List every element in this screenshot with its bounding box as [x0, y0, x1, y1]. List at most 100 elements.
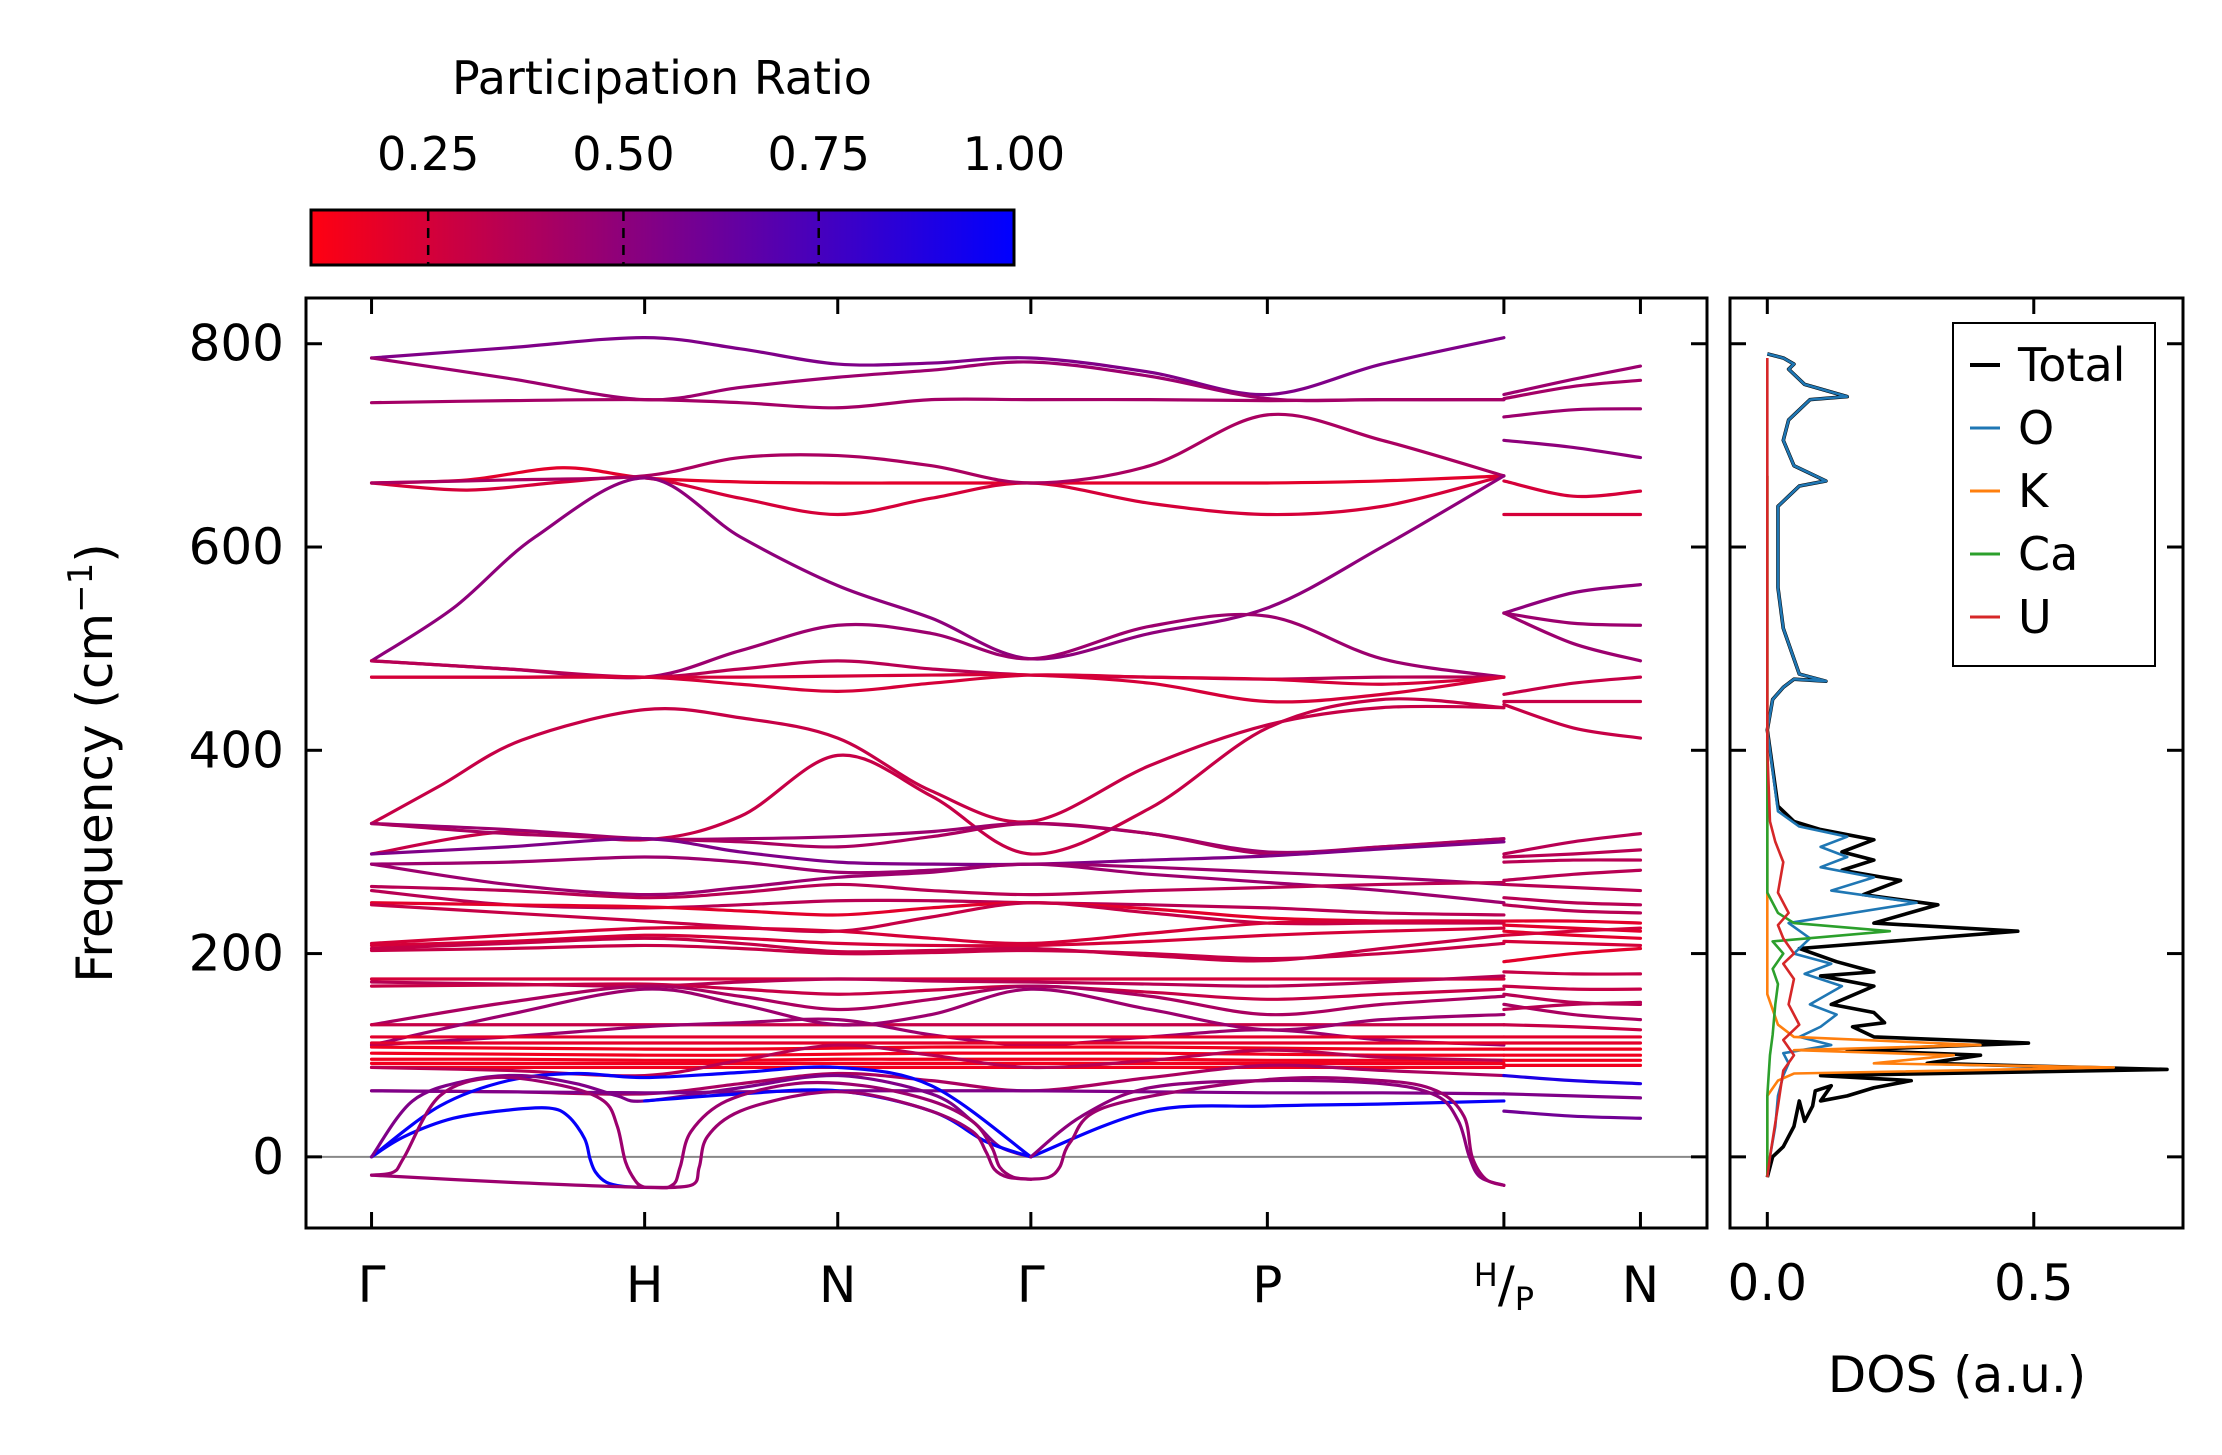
phonon-branch — [1502, 1092, 1643, 1100]
legend: Total OK Ca U — [1952, 322, 2156, 667]
y-axis-label-text: Frequency (cm — [66, 613, 124, 983]
legend-label: O — [2018, 401, 2054, 455]
colorbar-tick-label: 0.50 — [572, 127, 674, 181]
phonon-branch — [369, 397, 1506, 410]
phonon-branch — [1029, 1075, 1506, 1187]
phonon-branch — [1502, 848, 1643, 859]
phonon-branch — [1502, 407, 1643, 419]
x-axis-ticks: Γ H N Γ P H/P N — [358, 298, 1659, 1318]
dos-curves — [1765, 352, 2169, 1178]
legend-label: K — [2018, 464, 2050, 518]
colorbar-label: Participation Ratio — [452, 51, 872, 105]
phonon-branch — [369, 1106, 647, 1189]
phonon-branch — [1502, 378, 1643, 401]
y-tick-label: 800 — [189, 315, 284, 373]
legend-label: U — [2018, 590, 2052, 644]
phonon-branch — [369, 821, 1506, 856]
legend-label: Ca — [2018, 527, 2078, 581]
phonon-branch — [643, 1090, 1033, 1190]
x-tick-label: Γ — [358, 1256, 386, 1314]
y-tick-label: 600 — [189, 518, 284, 576]
phonon-branch — [369, 901, 1506, 934]
dos-series-u — [1766, 357, 1801, 1178]
y-tick-label: 200 — [189, 925, 284, 983]
phonon-branch — [1502, 702, 1643, 740]
phonon-branch — [1502, 438, 1643, 460]
phonon-branch — [369, 1075, 647, 1189]
legend-label: Total — [2017, 338, 2125, 392]
colorbar-ticks — [426, 211, 820, 264]
phonon-branch — [369, 1045, 1506, 1051]
phonon-branch — [369, 1057, 1506, 1063]
phonon-branch — [369, 880, 1506, 900]
phonon-branch — [369, 336, 1506, 397]
phonon-branch — [369, 821, 1506, 855]
dos-y-ticks — [1730, 342, 2183, 1159]
phonon-branch — [1502, 882, 1643, 893]
y-axis-label: Frequency (cm−1) — [61, 543, 124, 983]
phonon-branch — [369, 984, 1506, 1027]
dos-x-ticks: 0.0 0.5 — [1728, 298, 2074, 1312]
dos-panel: 0.0 0.5 DOS (a.u.) Total OK Ca U — [1728, 296, 2185, 1404]
phonon-branch — [1502, 919, 1643, 925]
phonon-branch — [369, 982, 1506, 1001]
phonon-branch — [1029, 1099, 1506, 1159]
phonon-branch — [369, 659, 1506, 681]
colorbar: Participation Ratio 0.25 0.50 0.75 1.00 — [309, 51, 1065, 267]
phonon-branch — [1502, 984, 1643, 991]
colorbar-gradient — [309, 208, 1016, 267]
y-axis-ticks: 0 200 400 600 800 — [189, 315, 1707, 1186]
x-tick-label: H — [626, 1256, 664, 1314]
phonon-branch — [369, 888, 1506, 917]
main-panel-frame — [304, 296, 1709, 1230]
phonon-branch — [1502, 858, 1643, 864]
x-tick-label: N — [1622, 1256, 1659, 1314]
phonon-branch — [1029, 1078, 1506, 1187]
phonon-branch — [1502, 479, 1643, 499]
y-axis-label-superscript: −1 — [61, 563, 101, 613]
phonon-branch — [1502, 946, 1643, 964]
phonon-branch — [369, 412, 1506, 485]
phonon-branch — [369, 673, 1506, 693]
phonon-branch — [369, 704, 1506, 826]
phonon-branch — [369, 1080, 1033, 1190]
phonon-branch — [1502, 1073, 1643, 1086]
x-tick-label: N — [819, 1256, 856, 1314]
phonon-branches — [369, 336, 1643, 1190]
colorbar-tick-label: 1.00 — [963, 127, 1065, 181]
phonon-branch — [369, 941, 1506, 961]
phonon-branch — [1502, 1109, 1643, 1120]
colorbar-tick-labels: 0.25 0.50 0.75 1.00 — [377, 127, 1065, 181]
phonon-branch — [1502, 1000, 1643, 1012]
svg-text:Frequency (cm−1): Frequency (cm−1) — [61, 543, 124, 983]
phonon-branch — [369, 987, 1506, 1047]
dos-x-tick-label: 0.0 — [1728, 1254, 1808, 1312]
phonon-branch — [1502, 832, 1643, 856]
phonon-branch — [1502, 939, 1643, 948]
y-axis-label-close: ) — [66, 543, 124, 563]
phonon-branch — [369, 926, 1506, 948]
phonon-branch — [1502, 970, 1643, 976]
dos-series-k — [1766, 475, 2116, 1178]
phonon-branch — [1502, 1023, 1643, 1032]
phonon-branch — [1502, 611, 1643, 663]
dos-panel-frame — [1728, 296, 2185, 1230]
phonon-branch — [1502, 583, 1643, 615]
phonon-branch — [369, 1017, 1506, 1047]
phonon-branch — [369, 901, 1506, 925]
x-tick-label-split: H/P — [1474, 1256, 1534, 1318]
phonon-branch — [1502, 903, 1643, 915]
phonon-branch — [369, 474, 1506, 663]
band-structure-panel: 0 200 400 600 800 Γ H N Γ P H/P N Frequency (cm−1) — [61, 296, 1709, 1318]
phonon-branch — [369, 474, 1506, 517]
phonon-branch — [1502, 896, 1643, 907]
phonon-branch — [1502, 929, 1643, 940]
phonon-branch — [1502, 675, 1643, 696]
phonon-branch — [369, 1051, 1506, 1057]
phonon-branch — [1502, 926, 1643, 937]
phonon-branch — [369, 1089, 1506, 1096]
phonon-branch — [1502, 868, 1643, 882]
phonon-branch — [369, 855, 1506, 887]
dos-series-ca — [1766, 475, 1892, 1178]
